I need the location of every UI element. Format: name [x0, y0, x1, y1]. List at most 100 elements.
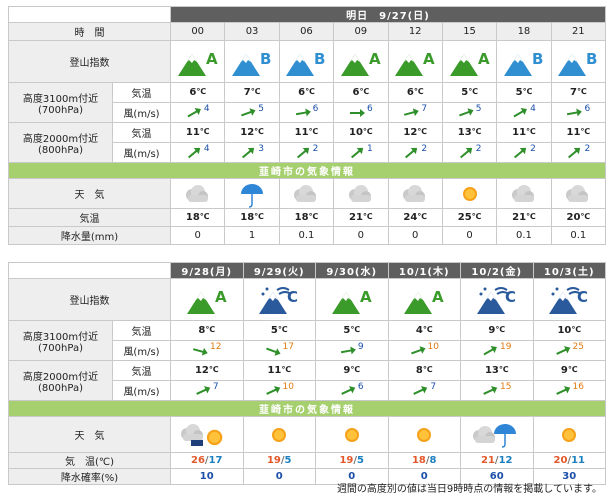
wind-value: 10 — [242, 380, 316, 401]
deg-unit: ℃ — [254, 212, 264, 221]
wind-speed: 6 — [312, 103, 319, 114]
hour-cell: 18 — [496, 22, 552, 41]
temp-value: 21℃ — [496, 208, 552, 227]
wind-arrow-icon — [555, 385, 571, 397]
cloud-icon — [387, 178, 443, 209]
wind-arrow-icon — [186, 107, 202, 119]
temp-number: 18 — [240, 212, 255, 223]
wind-wrap: 4 — [172, 144, 224, 159]
temp-number: 6 — [352, 87, 360, 98]
wind-speed: 16 — [572, 381, 584, 392]
temp-value: 11℃ — [278, 122, 335, 143]
temp-value: 6℃ — [278, 82, 335, 103]
temp-sub-label: 気温 — [112, 320, 171, 341]
temp-separator: / — [204, 455, 209, 466]
wind-value: 6 — [550, 102, 607, 123]
temp-number: 5 — [343, 325, 351, 336]
wind-value: 5 — [224, 102, 280, 123]
temp-value: 8℃ — [387, 360, 461, 381]
hi-lo-temp: 26/17 — [170, 452, 244, 469]
climb-index-label: 登山指数 — [8, 278, 171, 321]
wind-wrap: 2 — [498, 144, 550, 159]
climb-index-a-icon: A — [441, 40, 498, 83]
precip-value: 0 — [441, 226, 498, 245]
temp-separator: / — [353, 455, 358, 466]
wind-speed: 1 — [366, 143, 373, 154]
precip-value: 1 — [224, 226, 280, 245]
temp-value: 21℃ — [333, 208, 389, 227]
pop-value: 30 — [532, 468, 606, 485]
altitude-3100-name: 高度3100m付近 — [22, 93, 99, 105]
hour-cell: 09 — [333, 22, 389, 41]
wind-arrow-icon — [403, 107, 420, 119]
wind-speed: 2 — [312, 143, 319, 154]
svg-text:B: B — [260, 50, 271, 68]
svg-text:C: C — [287, 288, 298, 306]
wind-speed: 3 — [258, 143, 264, 154]
deg-unit: ℃ — [522, 87, 533, 96]
wind-value: 5 — [441, 102, 498, 123]
climb-index-a-icon: A — [315, 278, 389, 321]
wind-arrow-icon — [349, 147, 365, 159]
corner-blank — [8, 6, 171, 23]
wind-wrap: 5 — [443, 104, 495, 119]
deg-unit: ℃ — [362, 127, 373, 136]
wind-speed: 4 — [203, 103, 210, 114]
daily-forecast-table: 明日 9/27(日) 時 間 00 03 06 09 12 15 18 21 登… — [8, 6, 607, 245]
temp-number: 13 — [484, 365, 499, 376]
climb-index-b-icon: B — [278, 40, 335, 83]
wind-wrap: 9 — [316, 342, 387, 357]
temp-value: 10℃ — [333, 122, 389, 143]
temp-number: 18 — [294, 212, 309, 223]
temp-value: 5℃ — [315, 320, 389, 341]
temp-number: 5 — [515, 87, 523, 98]
hour-cell: 21 — [550, 22, 607, 41]
temp-number: 10 — [557, 325, 572, 336]
wind-speed: 5 — [258, 103, 264, 114]
wind-arrow-icon — [349, 107, 365, 119]
temp-value: 8℃ — [170, 320, 244, 341]
wind-wrap: 6 — [316, 381, 387, 397]
altitude-3100-label: 高度3100m付近 (700hPa) — [8, 320, 113, 361]
temp-value: 10℃ — [532, 320, 606, 341]
wind-wrap: 10 — [244, 382, 315, 397]
temp-value: 6℃ — [333, 82, 389, 103]
pop-value: 0 — [242, 468, 316, 485]
high-temp: 26 — [191, 455, 205, 466]
pop-value: 10 — [170, 468, 244, 485]
temp-value: 18℃ — [169, 208, 226, 227]
temp-sub-label: 気温 — [112, 122, 171, 143]
wind-speed: 2 — [475, 143, 482, 154]
wind-arrow-icon — [295, 147, 311, 159]
temp-value: 12℃ — [387, 122, 443, 143]
wind-speed: 6 — [357, 381, 364, 392]
climb-index-c-icon: C — [460, 278, 534, 321]
cloud-icon — [496, 178, 552, 209]
temp-number: 18 — [185, 212, 200, 223]
deg-unit: ℃ — [580, 127, 591, 136]
temp-value: 11℃ — [496, 122, 552, 143]
cloud-icon — [169, 178, 226, 209]
wind-wrap: 7 — [389, 382, 460, 397]
temp-number: 24 — [403, 212, 418, 223]
deg-unit: ℃ — [250, 87, 261, 96]
svg-text:A: A — [206, 50, 218, 68]
wind-wrap: 4 — [498, 104, 550, 119]
climb-index-a-icon: A — [170, 278, 244, 321]
climb-index-a-icon: A — [387, 40, 443, 83]
cloud-icon — [333, 178, 389, 209]
hi-lo-temp: 19/5 — [315, 452, 389, 469]
temp-number: 6 — [298, 87, 306, 98]
wind-speed: 6 — [584, 103, 591, 114]
low-temp: 5 — [357, 455, 365, 466]
temp-number: 25 — [457, 212, 472, 223]
wind-value: 4 — [496, 102, 552, 123]
hour-cell: 12 — [387, 22, 443, 41]
wind-value: 1 — [333, 142, 389, 163]
wind-arrow-icon — [240, 147, 256, 159]
wind-arrow-icon — [458, 107, 474, 119]
deg-unit: ℃ — [350, 365, 361, 374]
weather-label: 天 気 — [8, 416, 171, 453]
date-header: 9/29(火) — [242, 262, 316, 279]
altitude-2000-hpa: (800hPa) — [38, 382, 83, 394]
